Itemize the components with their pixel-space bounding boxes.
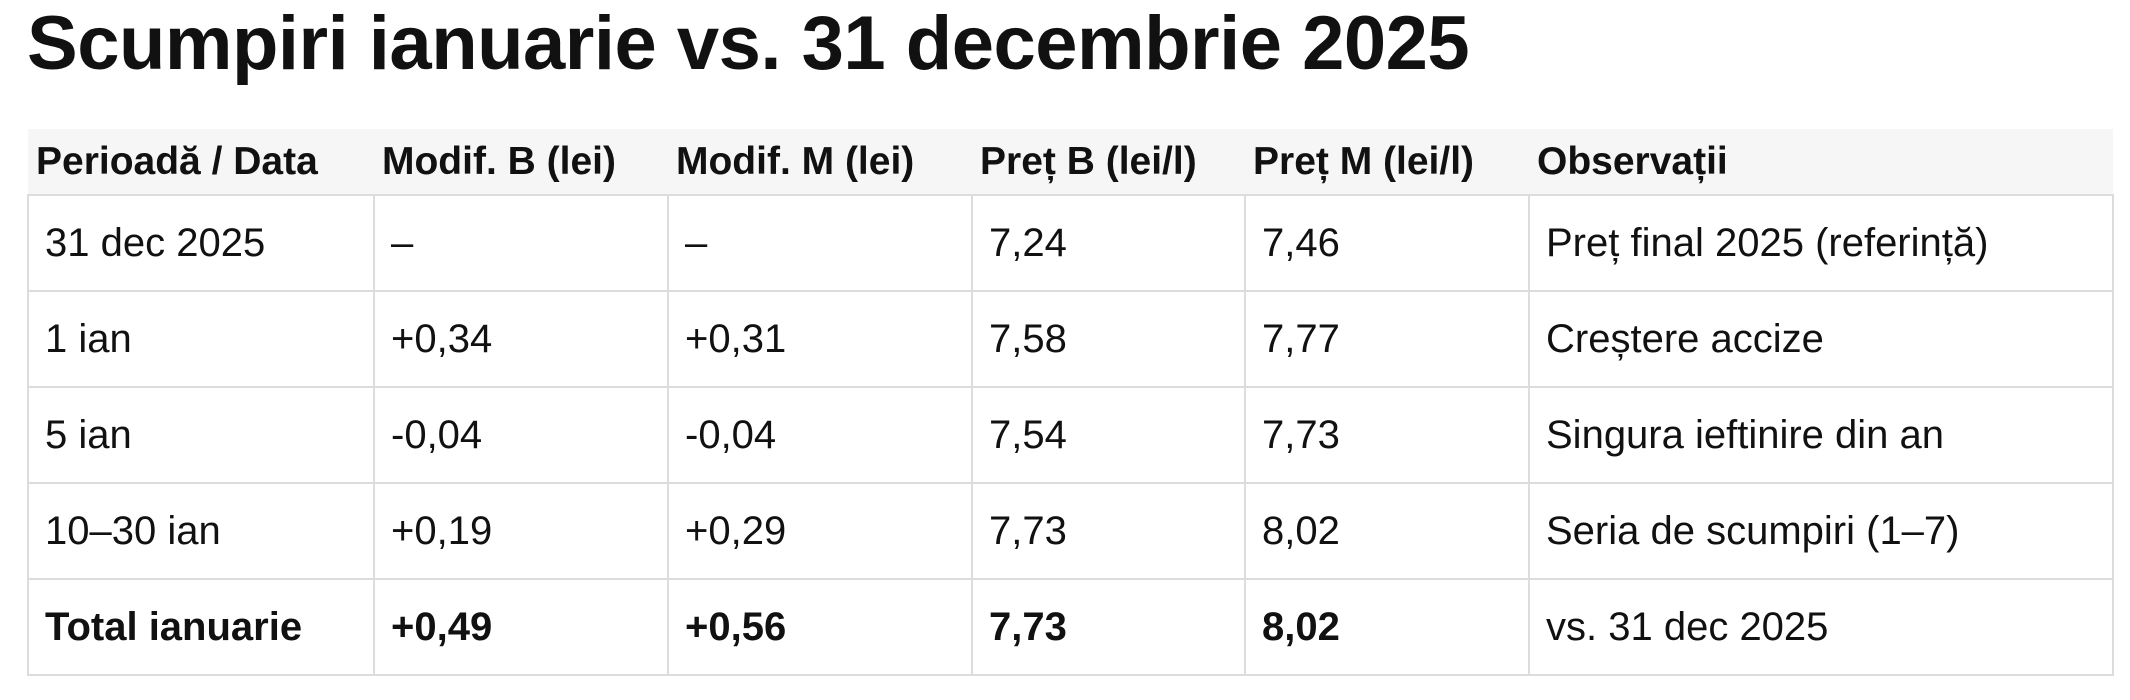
table-row: Total ianuarie +0,49 +0,56 7,73 8,02 vs. 31 d…: [27, 578, 2114, 676]
header-cell: Modif. M (lei): [668, 129, 972, 195]
table-cell: Creștere accize: [1528, 290, 2114, 388]
header-row: Perioadă / Data Modif. B (lei) Modif. M (l…: [28, 129, 2113, 195]
table-cell: –: [373, 194, 669, 292]
table-cell: vs. 31 dec 2025: [1528, 578, 2114, 676]
table-cell: +0,29: [667, 482, 973, 580]
table-cell: 7,73: [971, 578, 1246, 676]
table-cell: 8,02: [1244, 578, 1530, 676]
price-table: Perioadă / Data Modif. B (lei) Modif. M (l…: [27, 129, 2114, 676]
table-cell: 7,73: [971, 482, 1246, 580]
title: Scumpiri ianuarie vs. 31 decembrie 2025: [27, 1, 1470, 86]
table-cell: Seria de scumpiri (1–7): [1528, 482, 2114, 580]
table-cell: -0,04: [667, 386, 973, 484]
table-cell: 1 ian: [27, 290, 375, 388]
table-cell: Preț final 2025 (referință): [1528, 194, 2114, 292]
table-cell: 7,58: [971, 290, 1246, 388]
table-cell: +0,56: [667, 578, 973, 676]
table-cell: -0,04: [373, 386, 669, 484]
header-cell: Preț B (lei/l): [972, 129, 1245, 195]
table-cell: 10–30 ian: [27, 482, 375, 580]
table-row: 31 dec 2025– –7,24 7,46 Preț final 2025 (re…: [27, 194, 2114, 292]
table-cell: +0,19: [373, 482, 669, 580]
table-cell: 7,54: [971, 386, 1246, 484]
table-cell: +0,49: [373, 578, 669, 676]
table-cell: 8,02: [1244, 482, 1530, 580]
table-body: 31 dec 2025– –7,24 7,46 Preț final 2025 (re…: [27, 194, 2114, 676]
table-row: 5 ian -0,04 -0,04 7,54 7,73 Singura ieftinire…: [27, 386, 2114, 484]
header-cell: Preț M (lei/l): [1245, 129, 1529, 195]
table-cell: Total ianuarie: [27, 578, 375, 676]
table-cell: +0,34: [373, 290, 669, 388]
table-row: 10–30 ian +0,19 +0,29 7,73 8,02 Seria de scum…: [27, 482, 2114, 580]
table-cell: 7,24: [971, 194, 1246, 292]
header-cell: Perioadă / Data: [28, 129, 374, 195]
header-cell: Observații: [1529, 129, 2113, 195]
table-cell: 31 dec 2025: [27, 194, 375, 292]
table-cell: +0,31: [667, 290, 973, 388]
header-cell: Modif. B (lei): [374, 129, 668, 195]
table-row: 1 ian +0,34 +0,31 7,58 7,77 Creștere accize: [27, 290, 2114, 388]
table-cell: 7,77: [1244, 290, 1530, 388]
table-cell: 7,73: [1244, 386, 1530, 484]
table-cell: Singura ieftinire din an: [1528, 386, 2114, 484]
table-cell: –: [667, 194, 973, 292]
table-cell: 7,46: [1244, 194, 1530, 292]
table-cell: 5 ian: [27, 386, 375, 484]
